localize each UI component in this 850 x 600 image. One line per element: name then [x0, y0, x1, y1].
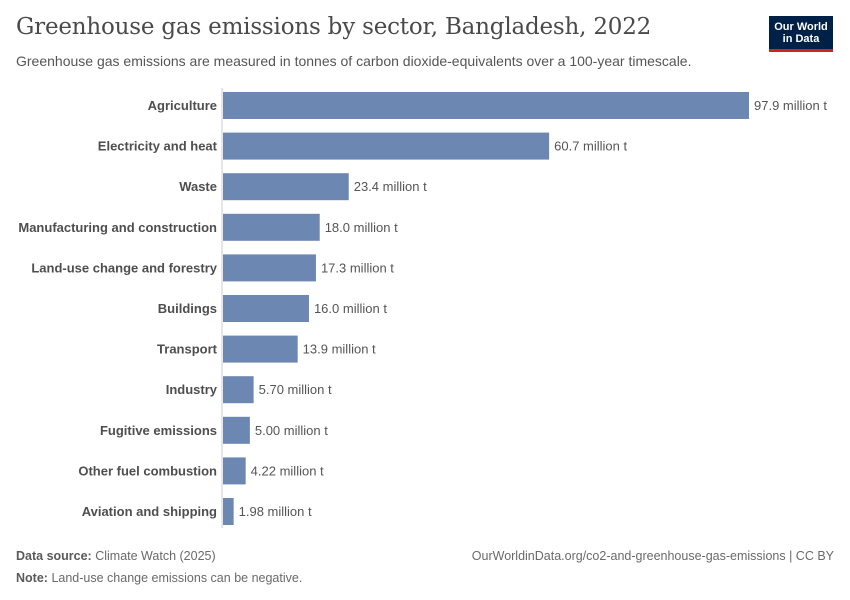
note-value: Land-use change emissions can be negativ…: [51, 571, 303, 585]
logo-line-1: Our World: [774, 21, 828, 33]
bar[interactable]: [223, 376, 254, 404]
source-value[interactable]: Climate Watch (2025): [95, 549, 216, 563]
category-label: Manufacturing and construction: [18, 220, 217, 235]
chart-subtitle: Greenhouse gas emissions are measured in…: [16, 53, 692, 69]
category-label: Other fuel combustion: [78, 463, 217, 478]
value-label: 18.0 million t: [325, 220, 398, 235]
value-label: 17.3 million t: [321, 260, 394, 275]
owid-logo[interactable]: Our World in Data: [769, 16, 833, 52]
bar[interactable]: [223, 457, 246, 485]
value-label: 5.70 million t: [259, 382, 332, 397]
value-label: 4.22 million t: [251, 463, 324, 478]
category-label: Industry: [166, 382, 218, 397]
value-label: 23.4 million t: [354, 179, 427, 194]
value-label: 60.7 million t: [554, 139, 627, 154]
bar[interactable]: [223, 335, 298, 363]
category-label: Waste: [179, 179, 217, 194]
note-label: Note:: [16, 571, 48, 585]
value-label: 1.98 million t: [239, 504, 312, 519]
bar[interactable]: [223, 132, 550, 160]
bar[interactable]: [223, 295, 309, 322]
category-label: Buildings: [158, 301, 217, 316]
bar-chart: Agriculture 97.9 million t Electricity and…: [18, 88, 827, 528]
value-label: 16.0 million t: [314, 301, 387, 316]
chart-footer: Data source: Climate Watch (2025) OurWor…: [16, 548, 834, 592]
category-label: Aviation and shipping: [82, 504, 217, 519]
bar[interactable]: [223, 498, 234, 525]
source-label: Data source:: [16, 549, 92, 563]
category-label: Land-use change and forestry: [31, 260, 217, 275]
bar[interactable]: [223, 416, 250, 444]
note-info: Note: Land-use change emissions can be n…: [16, 571, 302, 585]
source-url-link[interactable]: OurWorldinData.org/co2-and-greenhouse-ga…: [471, 549, 834, 563]
category-label: Transport: [157, 342, 218, 357]
category-label: Agriculture: [148, 98, 217, 113]
value-label: 97.9 million t: [754, 98, 827, 113]
bar[interactable]: [223, 173, 349, 201]
value-label: 13.9 million t: [303, 342, 376, 357]
source-info: Data source: Climate Watch (2025): [16, 549, 216, 563]
category-label: Electricity and heat: [98, 139, 218, 154]
chart-title: Greenhouse gas emissions by sector, Bang…: [16, 14, 652, 40]
logo-line-2: in Data: [782, 33, 820, 45]
bar[interactable]: [223, 92, 749, 119]
bar[interactable]: [223, 254, 316, 282]
bar[interactable]: [223, 213, 320, 241]
category-label: Fugitive emissions: [100, 423, 217, 438]
value-label: 5.00 million t: [255, 423, 328, 438]
bar-group: Agriculture 97.9 million t Electricity and…: [18, 92, 827, 525]
